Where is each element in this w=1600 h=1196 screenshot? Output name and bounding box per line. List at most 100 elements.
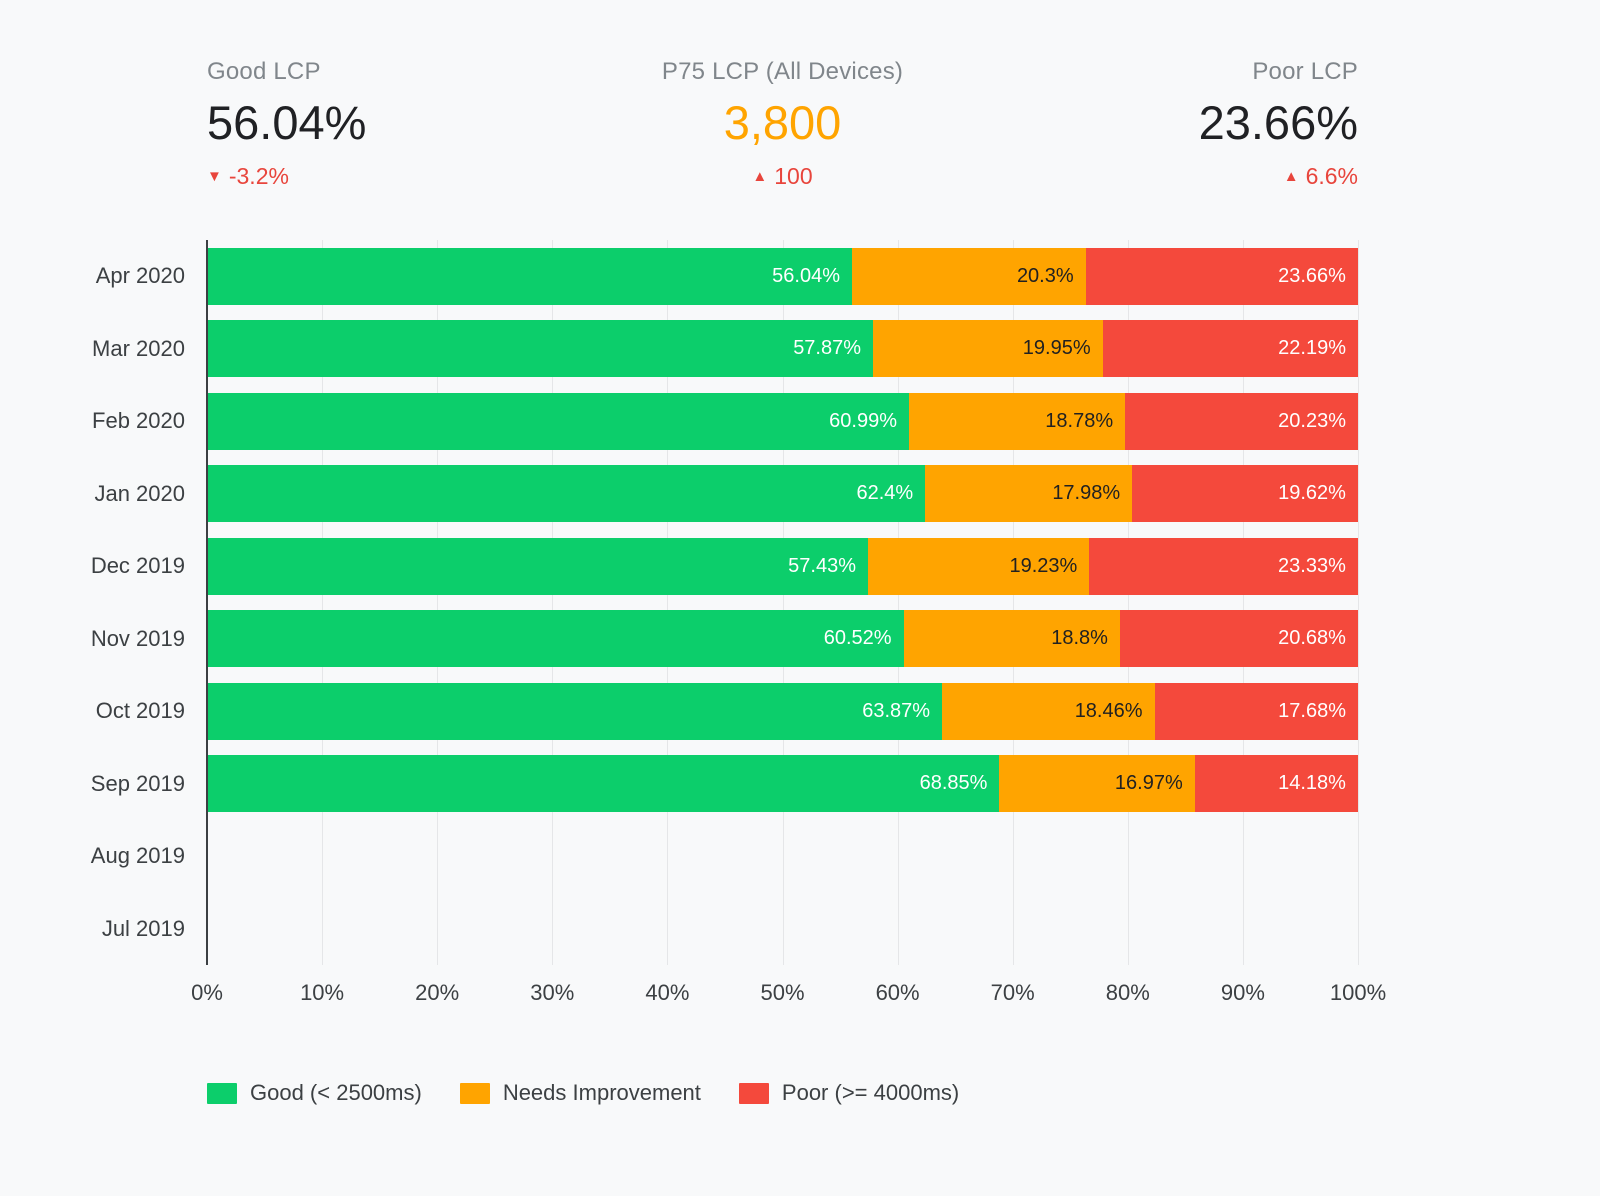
y-axis-label: Feb 2020	[92, 408, 185, 434]
kpi-p75-lcp: P75 LCP (All Devices) 3,800 ▲ 100	[662, 58, 903, 190]
bar-segment[interactable]: 23.33%	[1089, 537, 1358, 595]
kpi-delta: ▲ 6.6%	[1199, 163, 1358, 190]
bar-segment[interactable]: 62.4%	[207, 465, 926, 523]
bar-segment-label: 60.52%	[823, 627, 892, 650]
kpi-delta-value: 6.6%	[1305, 163, 1358, 189]
stacked-bar: 57.43% 19.23% 23.33%	[207, 537, 1358, 595]
bar-row: 57.43% 19.23% 23.33%	[207, 530, 1358, 603]
bar-segment[interactable]: 63.87%	[207, 682, 943, 740]
bar-segment-label: 20.68%	[1278, 627, 1346, 650]
bar-segment[interactable]: 60.99%	[207, 392, 909, 450]
bar-segment-label: 16.97%	[1114, 772, 1183, 795]
bar-segment[interactable]: 20.68%	[1119, 610, 1358, 668]
y-axis-label: Dec 2019	[90, 553, 185, 579]
bar-segment[interactable]: 19.62%	[1132, 465, 1358, 523]
bar-segment[interactable]: 68.85%	[207, 755, 1000, 813]
legend-swatch-icon	[738, 1082, 769, 1104]
kpi-value: 23.66%	[1198, 96, 1358, 149]
arrow-up-icon: ▲	[1283, 168, 1299, 185]
bar-segment[interactable]: 14.18%	[1194, 755, 1358, 813]
bar-segment[interactable]: 60.52%	[207, 610, 904, 668]
legend-item: Poor (>= 4000ms)	[738, 1080, 960, 1106]
bar-segment-label: 23.33%	[1278, 554, 1346, 577]
bar-segment[interactable]: 18.46%	[942, 682, 1155, 740]
bar-segment-label: 17.98%	[1052, 482, 1121, 505]
bar-segment[interactable]: 19.23%	[868, 537, 1090, 595]
y-axis-label: Oct 2019	[95, 698, 185, 724]
kpi-poor-lcp: Poor LCP 23.66% ▲ 6.6%	[1199, 58, 1358, 190]
gridline	[552, 240, 554, 965]
bar-segment-label: 56.04%	[772, 264, 841, 287]
stacked-bar	[207, 828, 1358, 885]
bar-segment[interactable]: 16.97%	[999, 755, 1195, 813]
gridline	[1127, 240, 1129, 965]
gridline	[897, 240, 899, 965]
bar-segment[interactable]: 17.98%	[925, 465, 1133, 523]
y-axis-label: Mar 2020	[92, 335, 185, 361]
stacked-bar: 57.87% 19.95% 22.19%	[207, 320, 1359, 378]
kpi-label: Poor LCP	[1252, 58, 1358, 85]
x-axis-label: 60%	[875, 980, 920, 1005]
x-axis-labels: 0% 10% 20% 30% 40% 50% 60% 70% 80% 90% 100%	[191, 980, 1386, 1010]
bar-segment[interactable]: 20.3%	[852, 247, 1086, 305]
bar-row: 68.85% 16.97% 14.18%	[207, 748, 1358, 821]
bar-segment[interactable]: 57.87%	[207, 320, 874, 378]
legend-label: Poor (>= 4000ms)	[781, 1080, 960, 1105]
bar-segment-label: 18.8%	[1051, 627, 1108, 650]
bar-segment[interactable]: 22.19%	[1102, 320, 1359, 378]
y-axis-labels: Apr 2020 Mar 2020 Feb 2020 Jan 2020 Dec 2019…	[0, 240, 185, 965]
bar-segment[interactable]: 19.95%	[873, 320, 1103, 378]
bar-segment-label: 18.78%	[1045, 409, 1114, 432]
legend-label: Good (< 2500ms)	[250, 1080, 422, 1105]
bar-row: 60.52% 18.8% 20.68%	[207, 603, 1358, 676]
kpi-value: 3,800	[723, 96, 842, 149]
x-axis-label: 20%	[415, 980, 460, 1005]
legend-label: Needs Improvement	[502, 1080, 701, 1105]
y-axis-label: Nov 2019	[90, 625, 185, 651]
bar-row	[207, 893, 1358, 966]
gridline	[437, 240, 439, 965]
y-axis-line	[206, 240, 208, 965]
bar-segment-label: 22.19%	[1278, 337, 1347, 360]
kpi-delta: ▼ -3.2%	[207, 163, 366, 190]
bar-segment[interactable]: 17.68%	[1154, 682, 1358, 740]
bar-segment-label: 68.85%	[919, 772, 988, 795]
bar-segment-label: 19.62%	[1278, 482, 1346, 505]
bar-segment[interactable]: 56.04%	[207, 247, 853, 305]
x-axis-label: 30%	[530, 980, 575, 1005]
legend-swatch-icon	[207, 1082, 237, 1104]
y-axis-label: Aug 2019	[90, 843, 185, 869]
x-axis-label: 70%	[990, 980, 1035, 1005]
y-axis-label: Jan 2020	[94, 480, 185, 506]
gridline	[667, 240, 669, 965]
x-axis-label: 90%	[1220, 980, 1265, 1005]
kpi-delta: ▲ 100	[662, 163, 903, 190]
kpi-delta-value: -3.2%	[228, 163, 289, 189]
bar-segment-label: 57.43%	[788, 554, 857, 577]
kpi-good-lcp: Good LCP 56.04% ▼ -3.2%	[207, 58, 366, 190]
x-axis-label: 10%	[300, 980, 345, 1005]
gridline	[1358, 240, 1359, 965]
legend-swatch-icon	[459, 1082, 490, 1104]
bar-segment-label: 19.95%	[1022, 337, 1091, 360]
bar-segment[interactable]: 18.8%	[903, 610, 1120, 668]
stacked-bar: 68.85% 16.97% 14.18%	[207, 755, 1358, 813]
y-axis-label: Apr 2020	[95, 263, 185, 289]
bar-segment-label: 19.23%	[1009, 554, 1078, 577]
bar-rows: 56.04% 20.3% 23.66% 57.87% 19.95% 22.19% 60.99…	[207, 240, 1359, 966]
bar-segment[interactable]: 20.23%	[1125, 392, 1358, 450]
bar-segment-label: 63.87%	[862, 699, 931, 722]
bar-segment-label: 18.46%	[1074, 699, 1143, 722]
gridline	[322, 240, 324, 965]
bar-segment[interactable]: 18.78%	[908, 392, 1126, 450]
bar-segment[interactable]: 57.43%	[207, 537, 869, 595]
bar-row: 62.4% 17.98% 19.62%	[207, 458, 1358, 531]
kpi-value: 56.04%	[207, 96, 367, 149]
bar-row: 60.99% 18.78% 20.23%	[207, 385, 1358, 458]
bar-segment[interactable]: 23.66%	[1085, 247, 1358, 305]
gridline	[1242, 240, 1244, 965]
x-axis-label: 80%	[1105, 980, 1150, 1005]
kpi-delta-value: 100	[774, 163, 813, 189]
stacked-bar: 60.99% 18.78% 20.23%	[207, 392, 1358, 450]
